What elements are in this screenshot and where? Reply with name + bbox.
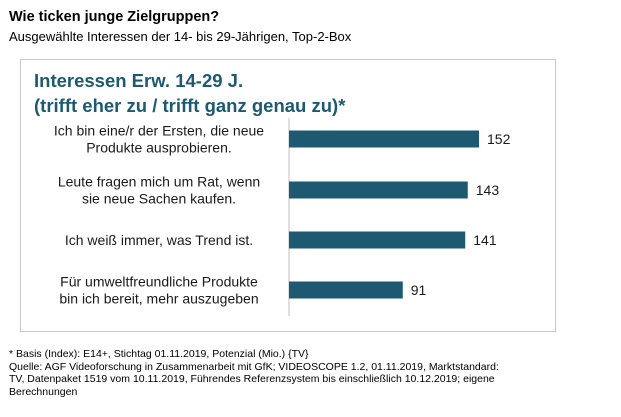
chart-panel: Interessen Erw. 14-29 J. (trifft eher zu… [20,59,556,332]
category-label-4-line-1: Für umweltfreundliche Produkte [60,274,258,290]
chart-heading-line-2: (trifft eher zu / trifft ganz genau zu)* [34,95,346,116]
bar-3 [289,231,466,249]
footnote-line-3: TV, Datenpaket 1519 vom 10.11.2019, Führ… [9,373,495,385]
bar-chart: 152 Ich bin eine/r der Ersten, die neuePr… [54,118,511,316]
bar-2 [289,181,468,199]
value-label-2: 143 [476,182,500,198]
page-subtitle: Ausgewählte Interessen der 14- bis 29-Jä… [9,29,352,44]
footnote-line-4: Berechnungen [9,385,78,398]
value-label-3: 141 [473,232,497,248]
footnote-line-1: * Basis (Index): E14+, Stichtag 01.11.20… [9,348,309,360]
page-title: Wie ticken junge Zielgruppen? [9,9,220,25]
category-label-1-line-2: Produkte ausprobieren. [86,140,232,156]
category-label-2-line-2: sie neue Sachen kaufen. [82,191,236,207]
category-label-1-line-1: Ich bin eine/r der Ersten, die neue [54,123,264,139]
chart-heading: Interessen Erw. 14-29 J. (trifft eher zu… [34,68,534,118]
category-label-3-line-1: Ich weiß immer, was Trend ist. [65,232,253,248]
value-label-4: 91 [411,282,427,298]
chart-heading-line-1: Interessen Erw. 14-29 J. [34,70,244,91]
footnote: * Basis (Index): E14+, Stichtag 01.11.20… [9,348,614,398]
category-label-4-line-2: bin ich bereit, mehr auszugeben [59,291,258,307]
footnote-line-2: Quelle: AGF Videoforschung in Zusammenar… [9,360,499,373]
bar-1 [289,130,479,148]
bar-4 [289,281,403,299]
value-label-1: 152 [487,131,511,147]
category-label-2-line-1: Leute fragen mich um Rat, wenn [58,174,260,190]
